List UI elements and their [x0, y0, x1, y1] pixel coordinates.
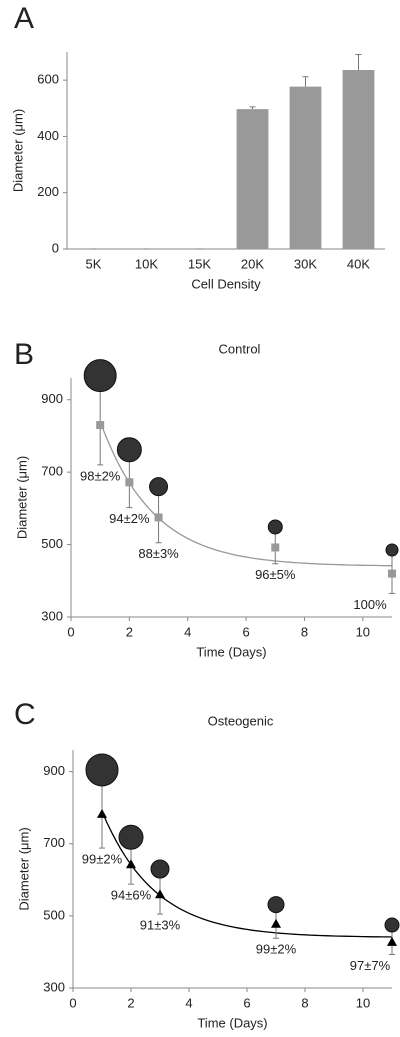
marker	[96, 421, 105, 430]
spheroid-image	[116, 437, 142, 463]
x-tick-label: 15K	[188, 256, 211, 271]
spheroid-image	[267, 896, 285, 914]
marker	[155, 889, 165, 899]
x-tick-label: 4	[185, 995, 192, 1010]
x-tick-label: 2	[127, 995, 134, 1010]
x-tick-label: 10	[356, 995, 370, 1010]
marker	[271, 918, 281, 928]
x-tick-label: 10	[356, 624, 370, 639]
spheroid-image	[85, 753, 119, 787]
marker	[154, 513, 163, 522]
y-tick-label: 700	[43, 835, 65, 850]
y-tick-label: 300	[41, 608, 63, 623]
fit-curve	[101, 811, 393, 938]
spheroid-image	[118, 824, 144, 850]
marker	[271, 543, 280, 552]
x-tick-label: 40K	[347, 256, 370, 271]
x-axis-label: Time (Days)	[196, 644, 266, 659]
y-tick-label: 700	[41, 464, 63, 479]
x-tick-label: 8	[301, 995, 308, 1010]
spheroid-image	[385, 543, 399, 557]
annotation: 88±3%	[138, 546, 179, 561]
spheroid-image	[149, 477, 169, 497]
chart-title: Control	[219, 341, 261, 356]
marker	[125, 478, 134, 487]
y-tick-label: 500	[43, 907, 65, 922]
x-tick-label: 30K	[294, 256, 317, 271]
y-tick-label: 600	[37, 72, 59, 87]
y-tick-label: 0	[52, 240, 59, 255]
annotation: 94±6%	[111, 888, 152, 903]
x-tick-label: 0	[67, 624, 74, 639]
x-tick-label: 6	[243, 995, 250, 1010]
y-axis-label: Diameter (μm)	[14, 456, 29, 539]
panel-letter: C	[14, 698, 36, 731]
y-axis-label: Diameter (μm)	[16, 827, 31, 910]
x-tick-label: 5K	[86, 256, 102, 271]
y-tick-label: 900	[41, 391, 63, 406]
panel-letter: A	[14, 2, 34, 35]
spheroid-image	[267, 519, 283, 535]
x-tick-label: 0	[69, 995, 76, 1010]
marker	[387, 936, 397, 946]
annotation: 97±7%	[350, 958, 391, 973]
chart-title: Osteogenic	[208, 713, 274, 728]
x-tick-label: 4	[184, 624, 191, 639]
x-axis-label: Time (Days)	[197, 1015, 267, 1030]
fit-curve	[99, 421, 392, 567]
bar	[289, 86, 322, 249]
spheroid-image	[150, 859, 170, 879]
y-tick-label: 900	[43, 763, 65, 778]
panel-letter: B	[14, 338, 34, 371]
bar	[342, 70, 375, 249]
x-tick-label: 20K	[241, 256, 264, 271]
annotation: 91±3%	[140, 918, 181, 933]
y-tick-label: 200	[37, 184, 59, 199]
annotation: 100%	[353, 597, 387, 612]
spheroid-image	[83, 359, 117, 393]
x-tick-label: 8	[301, 624, 308, 639]
marker	[388, 569, 396, 578]
bar	[236, 109, 269, 249]
annotation: 99±2%	[82, 852, 123, 867]
x-tick-label: 6	[242, 624, 249, 639]
marker	[126, 859, 136, 869]
x-tick-label: 10K	[135, 256, 158, 271]
y-axis-label: Diameter (μm)	[10, 109, 25, 192]
annotation: 96±5%	[255, 567, 296, 582]
annotation: 94±2%	[109, 511, 150, 526]
y-tick-label: 400	[37, 128, 59, 143]
y-tick-label: 300	[43, 979, 65, 994]
x-axis-label: Cell Density	[191, 276, 261, 291]
y-tick-label: 500	[41, 536, 63, 551]
annotation: 98±2%	[80, 468, 121, 483]
spheroid-image	[384, 917, 400, 933]
annotation: 99±2%	[256, 942, 297, 957]
x-tick-label: 2	[126, 624, 133, 639]
marker	[97, 808, 107, 818]
